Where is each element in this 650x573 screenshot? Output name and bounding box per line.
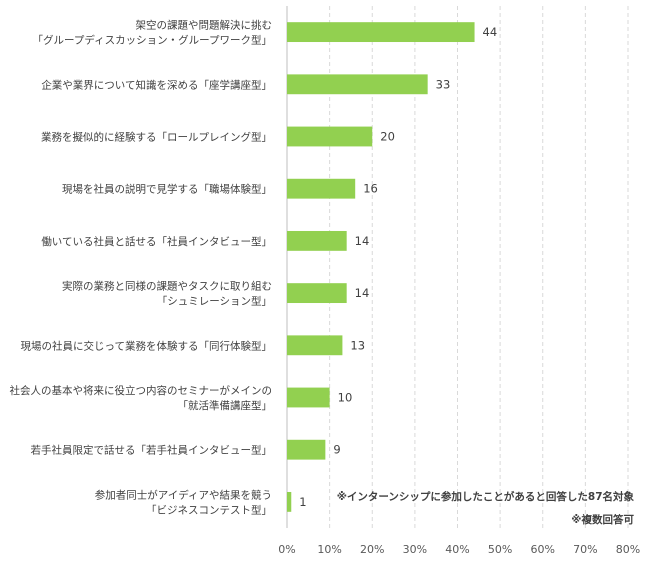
data-label: 1	[299, 495, 306, 509]
category-label: 実際の業務と同様の課題やタスクに取り組む「シュミレーション型」	[62, 280, 272, 308]
category-labels: 架空の課題や問題解決に挑む「グループディスカッション・グループワーク型」企業や業…	[10, 19, 273, 517]
x-tick-label: 60%	[531, 543, 555, 556]
bar	[287, 22, 475, 43]
data-label: 33	[436, 77, 451, 91]
category-label: 現場の社員に交じって業務を体験する「同行体験型」	[21, 339, 272, 352]
category-label: 働いている社員と話せる「社員インタビュー型」	[41, 235, 272, 248]
data-labels: 44 33 20 16 14 14 13 10 9 1	[299, 25, 497, 509]
bar	[287, 283, 347, 304]
bar	[287, 126, 373, 147]
data-label: 16	[363, 182, 378, 196]
x-tick-label: 40%	[445, 543, 469, 556]
bar	[287, 439, 326, 460]
x-tick-label: 30%	[403, 543, 427, 556]
category-label: 社会人の基本や将来に役立つ内容のセミナーがメインの「就活準備講座型」	[10, 384, 273, 412]
category-label: 若手社員限定で話せる「若手社員インタビュー型」	[31, 444, 273, 457]
data-label: 14	[355, 286, 370, 300]
bars	[287, 22, 475, 512]
category-label: 参加者同士がアイディアや結果を競う「ビジネスコンテスト型」	[95, 488, 272, 516]
x-tick-label: 70%	[573, 543, 597, 556]
data-label: 9	[333, 443, 340, 457]
note-multiple-answers: ※複数回答可	[571, 514, 634, 526]
bar	[287, 387, 330, 408]
category-label: 業務を擬似的に経験する「ロールプレイング型」	[41, 131, 272, 144]
x-tick-label: 50%	[488, 543, 512, 556]
x-tick-label: 10%	[317, 543, 341, 556]
x-axis-tick-labels: 0% 10% 20% 30% 40% 50% 60% 70% 80%	[278, 543, 640, 556]
x-tick-label: 20%	[360, 543, 384, 556]
data-label: 14	[355, 234, 370, 248]
data-label: 10	[338, 391, 353, 405]
bar	[287, 491, 292, 512]
category-label: 架空の課題や問題解決に挑む「グループディスカッション・グループワーク型」	[32, 19, 272, 47]
data-label: 44	[483, 25, 498, 39]
data-label: 20	[380, 130, 395, 144]
category-label: 企業や業界について知識を深める「座学講座型」	[41, 78, 272, 91]
data-label: 13	[350, 338, 365, 352]
x-tick-label: 0%	[278, 543, 295, 556]
x-tick-label: 80%	[616, 543, 640, 556]
bar	[287, 230, 347, 251]
bar	[287, 335, 343, 356]
note-respondents: ※インターンシップに参加したことがあると回答した87名対象	[336, 491, 634, 503]
bar	[287, 178, 356, 199]
bar	[287, 74, 428, 95]
category-label: 現場を社員の説明で見学する「職場体験型」	[62, 183, 272, 196]
